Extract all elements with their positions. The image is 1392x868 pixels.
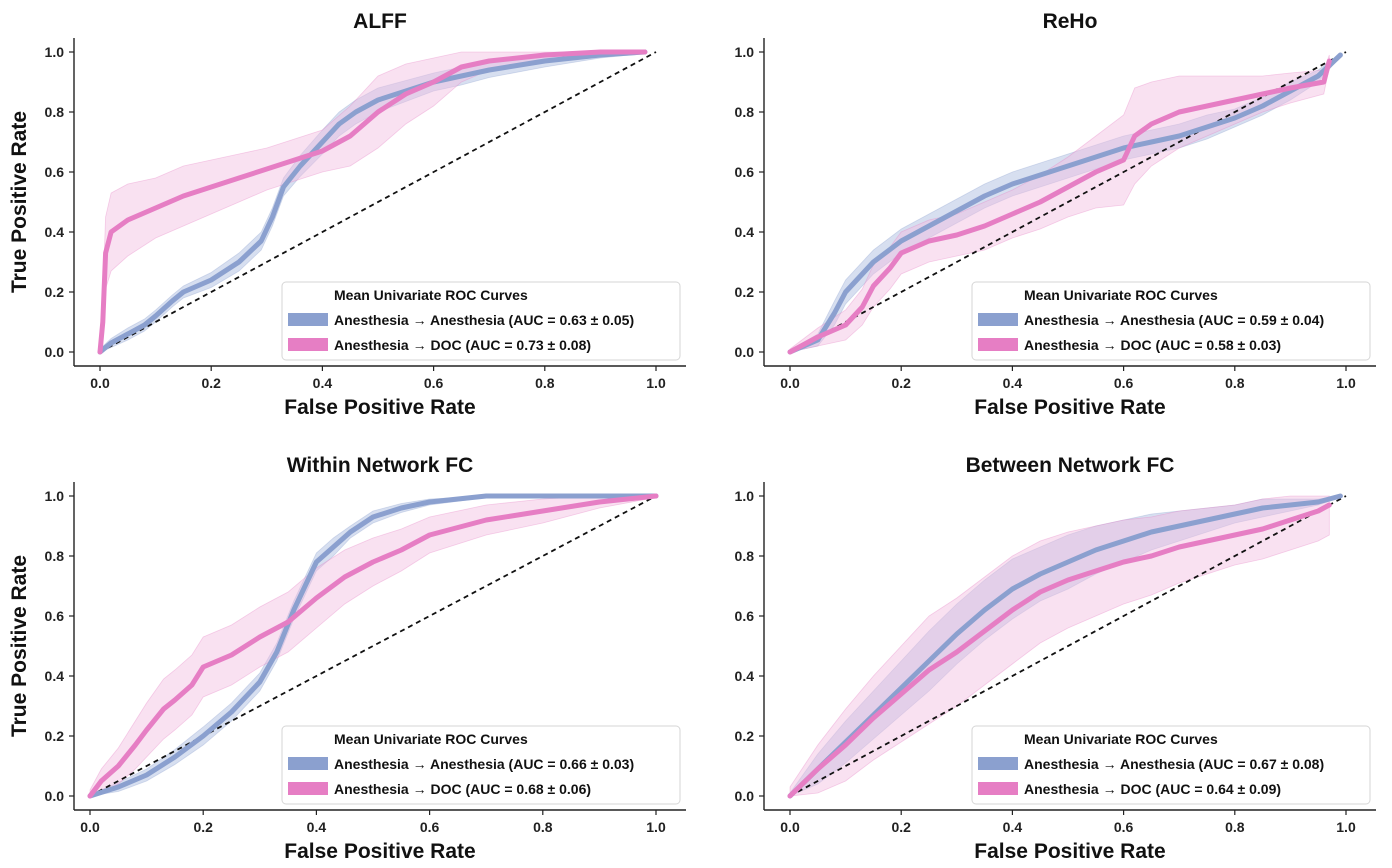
legend-entry: Anesthesia → DOC (AUC = 0.64 ± 0.09): [1024, 781, 1281, 797]
roc-panel-2: 0.0 0.2 0.4 0.6 0.8 1.0 0.0 0.2 0.4 0.6 0.8 1.0 With…: [8, 454, 686, 863]
x-tick-label: 0.4: [1003, 375, 1023, 391]
legend-swatch-doc: [978, 782, 1018, 795]
legend-swatch-anesthesia: [978, 757, 1018, 770]
roc-line-anesthesia: [787, 52, 1343, 355]
x-tick-label: 0.4: [1003, 819, 1023, 835]
roc-line-anesthesia: [787, 493, 1343, 799]
y-tick-label: 0.4: [735, 224, 755, 240]
legend-swatch-doc: [288, 782, 328, 795]
roc-line-doc: [97, 49, 648, 355]
y-tick-label: 0.8: [735, 104, 755, 120]
x-tick-label: 0.0: [90, 375, 110, 391]
legend-entry: Anesthesia → DOC (AUC = 0.73 ± 0.08): [334, 337, 591, 353]
roc-line-doc: [787, 502, 1332, 799]
legend-entry: Anesthesia → Anesthesia (AUC = 0.63 ± 0.…: [334, 312, 634, 328]
legend-box: [971, 725, 1371, 805]
x-tick-label: 1.0: [646, 375, 666, 391]
x-tick-label: 0.2: [193, 819, 213, 835]
x-tick-label: 1.0: [1336, 375, 1356, 391]
x-tick-label: 0.6: [1114, 819, 1134, 835]
legend-swatch-anesthesia: [978, 313, 1018, 326]
x-axis-label: False Positive Rate: [284, 396, 475, 419]
y-tick-label: 1.0: [735, 44, 755, 60]
legend-entry: Anesthesia → DOC (AUC = 0.58 ± 0.03): [1024, 337, 1281, 353]
roc-panel-3: 0.0 0.2 0.4 0.6 0.8 1.0 0.0 0.2 0.4 0.6 0.8 1.0 Betw…: [735, 454, 1376, 863]
legend-box: [971, 281, 1371, 361]
y-axis-label: True Positive Rate: [8, 555, 31, 737]
chance-diagonal-line: [789, 51, 1347, 353]
x-tick-label: 0.4: [313, 375, 333, 391]
chance-diagonal-line: [89, 495, 657, 797]
y-tick-label: 0.4: [45, 224, 65, 240]
x-tick-label: 0.8: [535, 375, 555, 391]
x-axis-label: False Positive Rate: [974, 840, 1165, 863]
y-tick-label: 0.0: [735, 788, 755, 804]
y-tick-label: 0.6: [735, 608, 755, 624]
chance-diagonal-line: [99, 51, 657, 353]
legend-entry: Anesthesia → Anesthesia (AUC = 0.59 ± 0.…: [1024, 312, 1324, 328]
x-tick-label: 0.0: [780, 375, 800, 391]
y-tick-label: 0.8: [45, 548, 65, 564]
legend-entry: Anesthesia → Anesthesia (AUC = 0.67 ± 0.…: [1024, 756, 1324, 772]
legend-entry: Anesthesia → DOC (AUC = 0.68 ± 0.06): [334, 781, 591, 797]
roc-line-anesthesia: [87, 493, 659, 799]
roc-line-doc: [87, 493, 659, 799]
y-tick-label: 0.2: [45, 728, 65, 744]
y-tick-label: 0.6: [735, 164, 755, 180]
roc-panel-1: 0.0 0.2 0.4 0.6 0.8 1.0 0.0 0.2 0.4 0.6 0.8 1.0 ReHo…: [735, 10, 1376, 419]
x-tick-label: 0.0: [780, 819, 800, 835]
y-tick-label: 0.0: [45, 344, 65, 360]
x-tick-label: 0.8: [533, 819, 553, 835]
x-tick-label: 0.6: [420, 819, 440, 835]
chart-title: ReHo: [1043, 10, 1098, 33]
y-tick-label: 0.4: [735, 668, 755, 684]
y-tick-label: 0.2: [45, 284, 65, 300]
x-axis-label: False Positive Rate: [284, 840, 475, 863]
y-tick-label: 1.0: [735, 488, 755, 504]
y-tick-label: 0.6: [45, 164, 65, 180]
x-tick-label: 0.2: [891, 819, 911, 835]
legend-title: Mean Univariate ROC Curves: [1024, 287, 1218, 303]
y-tick-label: 1.0: [45, 44, 65, 60]
y-tick-label: 0.6: [45, 608, 65, 624]
x-tick-label: 0.6: [424, 375, 444, 391]
roc-line-doc: [787, 58, 1332, 355]
y-tick-label: 0.2: [735, 284, 755, 300]
legend-swatch-anesthesia: [288, 757, 328, 770]
roc-panel-0: 0.0 0.2 0.4 0.6 0.8 1.0 0.0 0.2 0.4 0.6 0.8 1.0 ALFF…: [8, 10, 686, 419]
legend-swatch-anesthesia: [288, 313, 328, 326]
x-tick-label: 0.4: [307, 819, 327, 835]
legend-title: Mean Univariate ROC Curves: [334, 287, 528, 303]
y-axis-label: True Positive Rate: [8, 111, 31, 293]
legend-box: [281, 725, 681, 805]
y-tick-label: 0.2: [735, 728, 755, 744]
y-tick-label: 0.0: [45, 788, 65, 804]
y-tick-label: 0.8: [735, 548, 755, 564]
legend-title: Mean Univariate ROC Curves: [334, 731, 528, 747]
chart-title: ALFF: [353, 10, 407, 33]
legend-entry: Anesthesia → Anesthesia (AUC = 0.66 ± 0.…: [334, 756, 634, 772]
y-tick-label: 0.0: [735, 344, 755, 360]
y-tick-label: 1.0: [45, 488, 65, 504]
chart-title: Between Network FC: [966, 454, 1175, 477]
x-tick-label: 0.2: [201, 375, 221, 391]
legend-box: [281, 281, 681, 361]
legend-swatch-doc: [978, 338, 1018, 351]
x-tick-label: 0.8: [1225, 819, 1245, 835]
chart-title: Within Network FC: [287, 454, 473, 477]
legend-swatch-doc: [288, 338, 328, 351]
x-axis-label: False Positive Rate: [974, 396, 1165, 419]
x-tick-label: 1.0: [1336, 819, 1356, 835]
legend-title: Mean Univariate ROC Curves: [1024, 731, 1218, 747]
x-tick-label: 0.2: [891, 375, 911, 391]
x-tick-label: 0.8: [1225, 375, 1245, 391]
roc-line-anesthesia: [97, 49, 648, 355]
y-tick-label: 0.8: [45, 104, 65, 120]
y-tick-label: 0.4: [45, 668, 65, 684]
chance-diagonal-line: [789, 495, 1347, 797]
x-tick-label: 0.6: [1114, 375, 1134, 391]
x-tick-label: 0.0: [80, 819, 100, 835]
x-tick-label: 1.0: [646, 819, 666, 835]
